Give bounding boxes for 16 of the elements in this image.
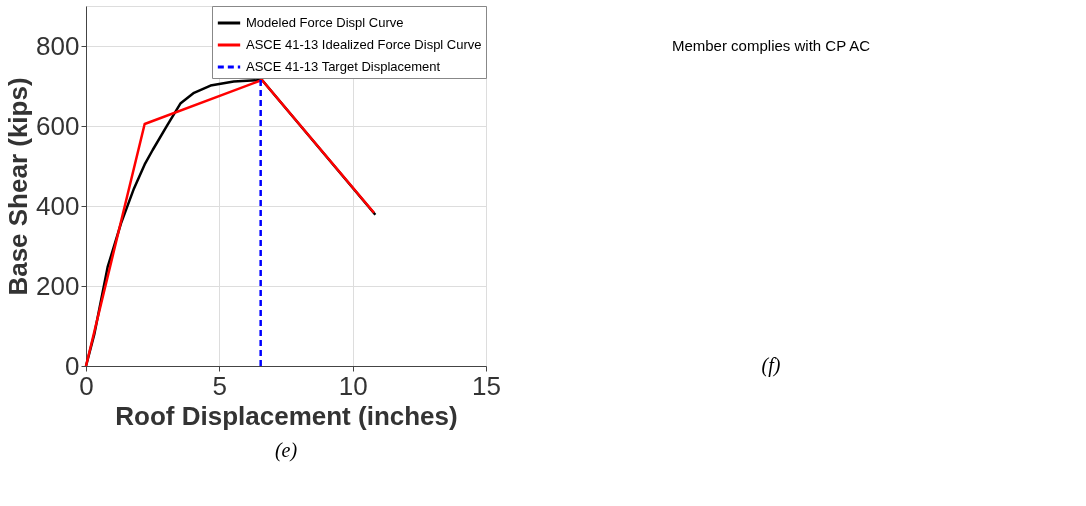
legend-label: ASCE 41-13 Idealized Force Displ Curve [246, 37, 482, 52]
y-tick-label: 200 [36, 270, 80, 301]
x-tick-label: 5 [212, 370, 228, 401]
legend-label: ASCE 41-13 Target Displacement [246, 59, 441, 74]
y-tick-label: 600 [36, 110, 80, 141]
x-axis-title: Roof Displacement (inches) [115, 400, 458, 431]
y-axis-title: Base Shear (kips) [3, 77, 34, 296]
text: Member complies with CP AC [671, 37, 871, 54]
text: (e) [274, 439, 298, 462]
x-tick-label: 15 [472, 370, 501, 401]
y-tick-label: 0 [65, 350, 80, 381]
x-tick-label: 10 [338, 370, 368, 401]
y-tick-label: 800 [36, 30, 80, 61]
text: (f) [761, 354, 781, 377]
legend-label: Modeled Force Displ Curve [246, 15, 404, 30]
y-tick-label: 400 [36, 190, 80, 221]
